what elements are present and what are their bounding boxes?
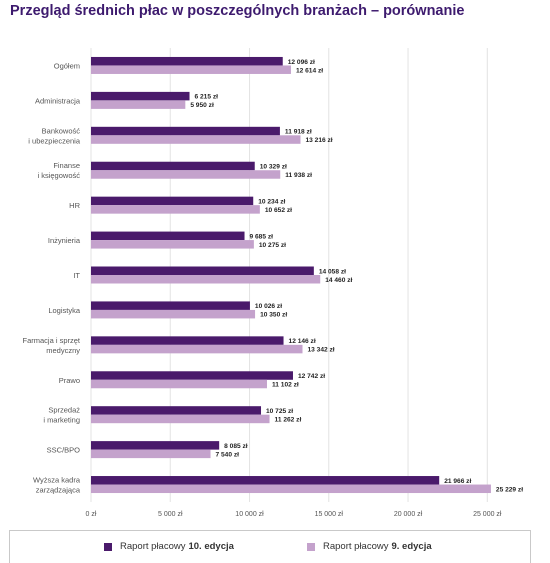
category-label: SSC/BPO	[47, 446, 81, 455]
data-label: 11 938 zł	[285, 172, 312, 179]
category-label: i ubezpieczenia	[28, 136, 81, 145]
category-label: HR	[69, 201, 80, 210]
data-label: 13 342 zł	[307, 347, 334, 354]
bar-9-edycja	[91, 100, 186, 109]
data-label: 12 146 zł	[289, 338, 316, 345]
bar-10-edycja	[91, 161, 255, 171]
frame-left-line	[9, 530, 10, 563]
legend-label-prefix: Raport płacowy	[323, 541, 389, 552]
legend-label-bold: 9. edycja	[391, 541, 432, 552]
data-label: 10 329 zł	[260, 164, 287, 171]
category-label: Finanse	[53, 161, 80, 170]
legend-item-10-edycja: Raport płacowy 10. edycja	[104, 541, 234, 552]
category-label: Inżynieria	[48, 236, 81, 245]
bar-9-edycja	[91, 240, 254, 249]
data-label: 8 085 zł	[224, 443, 248, 450]
data-label: 10 652 zł	[265, 207, 292, 214]
data-label: 13 216 zł	[305, 137, 332, 144]
bar-9-edycja	[91, 449, 211, 459]
data-label: 14 460 zł	[325, 277, 352, 284]
category-label: Prawo	[59, 376, 80, 385]
labels-layer: 0 zł 5 000 zł 10 000 zł 15 000 zł 20 000 zł 2…	[22, 59, 523, 518]
bar-9-edycja	[91, 65, 291, 74]
category-label: Sprzedaż	[48, 406, 80, 415]
x-tick-label: 5 000 zł	[158, 511, 183, 518]
x-tick-label: 20 000 zł	[394, 511, 423, 518]
chart-legend: Raport płacowy 10. edycja Raport płacowy…	[0, 541, 530, 557]
x-tick-label: 10 000 zł	[235, 511, 264, 518]
frame-top-line	[9, 530, 531, 531]
data-label: 11 262 zł	[275, 416, 302, 423]
bar-10-edycja	[91, 476, 440, 485]
legend-label-bold: 10. edycja	[188, 541, 234, 552]
bar-9-edycja	[91, 344, 303, 354]
category-label: Bankowość	[42, 126, 81, 135]
data-label: 11 918 zł	[285, 129, 312, 136]
bar-9-edycja	[91, 170, 281, 179]
bar-10-edycja	[91, 301, 250, 310]
x-tick-label: 25 000 zł	[473, 511, 502, 518]
bar-10-edycja	[91, 196, 254, 206]
bar-10-edycja	[91, 441, 220, 450]
category-label: Logistyka	[48, 306, 81, 315]
bar-10-edycja	[91, 231, 245, 241]
bar-10-edycja	[91, 336, 284, 345]
data-label: 21 966 zł	[444, 478, 471, 485]
data-label: 12 742 zł	[298, 373, 325, 380]
bar-9-edycja	[91, 484, 491, 494]
chart-title: Przegląd średnich płac w poszczególnych …	[10, 3, 465, 19]
data-label: 11 102 zł	[272, 382, 299, 389]
bar-9-edycja	[91, 309, 256, 319]
bar-10-edycja	[91, 126, 280, 136]
data-label: 10 026 zł	[255, 303, 282, 310]
category-label: zarządzająca	[36, 486, 81, 495]
x-tick-label: 15 000 zł	[315, 511, 344, 518]
data-label: 10 234 zł	[258, 198, 285, 205]
data-label: 6 215 zł	[195, 94, 219, 101]
data-label: 14 058 zł	[319, 268, 346, 275]
legend-swatch-9-edycja	[307, 542, 315, 551]
bar-10-edycja	[91, 371, 293, 380]
data-label: 25 229 zł	[496, 486, 523, 493]
data-label: 9 685 zł	[250, 233, 274, 240]
bar-9-edycja	[91, 379, 267, 389]
legend-label-prefix: Raport płacowy	[120, 541, 186, 552]
category-label: Administracja	[35, 96, 81, 105]
legend-swatch-10-edycja	[104, 542, 112, 551]
category-label: IT	[73, 271, 80, 280]
data-label: 12 096 zł	[288, 59, 315, 66]
frame-right-line	[530, 530, 531, 563]
bar-10-edycja	[91, 406, 262, 415]
bar-10-edycja	[91, 91, 190, 101]
bar-10-edycja	[91, 266, 314, 275]
data-label: 10 350 zł	[260, 312, 287, 319]
category-label: i marketing	[43, 416, 80, 425]
category-label: Ogółem	[54, 61, 80, 70]
bar-9-edycja	[91, 205, 260, 214]
data-label: 10 725 zł	[266, 408, 293, 415]
bar-9-edycja	[91, 275, 321, 284]
bars-layer	[91, 56, 491, 494]
category-label: Wyższa kadra	[33, 476, 81, 485]
category-label: Farmacja i sprzęt	[22, 336, 80, 345]
legend-item-9-edycja: Raport płacowy 9. edycja	[307, 541, 432, 552]
data-label: 5 950 zł	[190, 102, 214, 109]
data-label: 12 614 zł	[296, 67, 323, 74]
bar-9-edycja	[91, 135, 301, 144]
bar-10-edycja	[91, 56, 283, 66]
bar-9-edycja	[91, 414, 270, 424]
x-tick-label: 0 zł	[86, 511, 97, 518]
data-label: 7 540 zł	[216, 451, 240, 458]
category-label: medyczny	[46, 346, 80, 355]
data-label: 10 275 zł	[259, 242, 286, 249]
category-label: i księgowość	[37, 171, 80, 180]
